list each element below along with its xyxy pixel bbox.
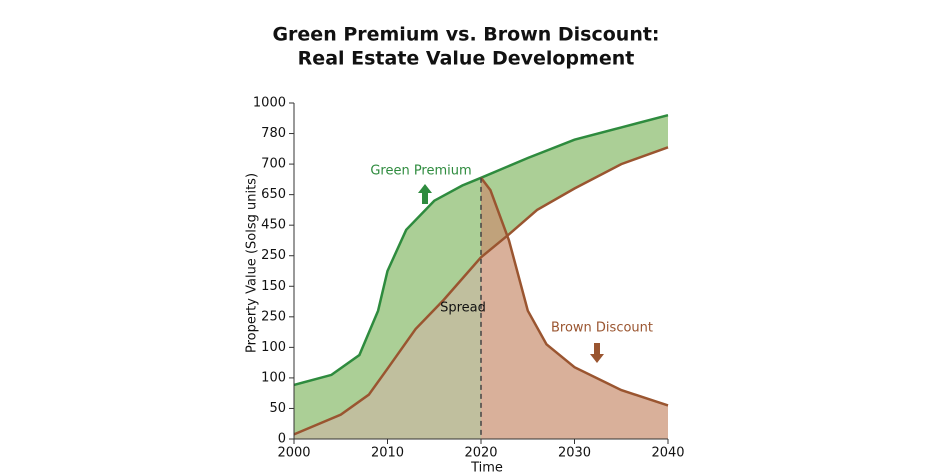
annotation: Spread [440, 301, 486, 316]
data-line [293, 113, 669, 387]
x-tick-label: 2020 [464, 446, 497, 461]
y-tick-label: 100 [261, 340, 286, 355]
x-tick-label: 2010 [371, 446, 404, 461]
y-tick-label: 100 [261, 370, 286, 385]
annotation: Green Premium [370, 164, 471, 179]
area-fill [294, 115, 668, 435]
x-tick-label: 2040 [651, 446, 684, 461]
y-tick-label: 150 [261, 279, 286, 294]
x-axis-label: Time [470, 461, 503, 475]
y-axis-label: Property Value (Solsg units) [245, 173, 260, 353]
y-tick-label: 50 [269, 401, 286, 416]
y-tick-label: 700 [261, 157, 286, 172]
plot-area: 0 50 100 100 250 150 250 450 650 700 780 1000 2000 20… [253, 96, 685, 461]
data-line [480, 177, 669, 407]
chart-title: Green Premium vs. Brown Discount: [272, 24, 659, 46]
y-tick-label: 650 [261, 187, 286, 202]
x-tick-label: 2000 [277, 446, 310, 461]
data-line [293, 146, 669, 436]
chart-title: Real Estate Value Development [298, 48, 635, 70]
y-tick-label: 250 [261, 248, 286, 263]
y-tick-label: 250 [261, 309, 286, 324]
up-arrow [418, 184, 432, 204]
y-tick-label: 1000 [253, 96, 286, 111]
y-tick-label: 450 [261, 218, 286, 233]
annotation: Brown Discount [551, 321, 653, 336]
down-arrow [590, 343, 604, 363]
area-fill [294, 257, 481, 439]
y-tick-label: 0 [278, 432, 286, 447]
area-fill [481, 177, 668, 440]
x-tick-label: 2030 [558, 446, 591, 461]
y-tick-label: 780 [261, 126, 286, 141]
